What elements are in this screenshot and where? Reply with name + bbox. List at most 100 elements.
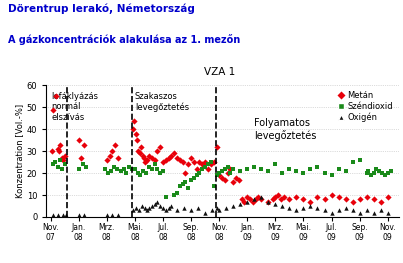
Point <box>364 195 370 199</box>
Point <box>151 202 158 206</box>
Point <box>141 156 147 160</box>
Point <box>224 171 231 175</box>
Point <box>154 149 160 153</box>
Point <box>214 173 220 178</box>
Point <box>307 204 314 208</box>
Point <box>61 162 68 166</box>
Point <box>177 158 183 162</box>
Point <box>174 191 180 195</box>
Point <box>252 197 259 201</box>
Point <box>162 195 169 199</box>
Point <box>223 206 229 210</box>
Text: Szakaszos
levegőztetés: Szakaszos levegőztetés <box>135 92 189 112</box>
Point <box>49 149 55 153</box>
Point <box>145 154 152 158</box>
Point <box>160 160 166 164</box>
Point <box>219 175 225 180</box>
Point <box>279 204 286 208</box>
Point <box>272 202 278 206</box>
Point <box>58 167 65 171</box>
Point <box>129 127 136 132</box>
Legend: Metán, Széndioxid, Oxigén: Metán, Széndioxid, Oxigén <box>335 90 395 124</box>
Point <box>56 158 63 162</box>
Point <box>286 206 293 210</box>
Point <box>364 171 370 175</box>
Point <box>130 208 137 213</box>
Point <box>370 171 377 175</box>
Point <box>148 156 155 160</box>
Point <box>75 167 82 171</box>
Point <box>60 158 66 162</box>
Point <box>154 167 160 171</box>
Point <box>258 197 264 201</box>
Point <box>160 169 166 173</box>
Point <box>81 213 87 217</box>
Point <box>185 162 191 166</box>
Point <box>205 167 211 171</box>
Point <box>143 158 150 162</box>
Point <box>181 206 187 210</box>
Point <box>62 154 69 158</box>
Point <box>379 171 385 175</box>
Point <box>205 162 211 166</box>
Point <box>83 164 89 169</box>
Point <box>199 167 206 171</box>
Point <box>162 208 169 213</box>
Point <box>182 171 189 175</box>
Point <box>300 197 307 201</box>
Point <box>208 160 214 164</box>
Point <box>202 160 208 164</box>
Point <box>307 167 314 171</box>
Text: A gázkoncentrációk alakulása az 1. mezőn: A gázkoncentrációk alakulása az 1. mezőn <box>8 34 240 45</box>
Point <box>300 171 307 175</box>
Point <box>343 169 349 173</box>
Text: lefáklyázás
normál
elszívás: lefáklyázás normál elszívás <box>51 92 98 122</box>
Point <box>138 145 144 149</box>
Point <box>106 154 113 158</box>
Point <box>364 208 370 213</box>
Point <box>115 213 121 217</box>
Point <box>255 195 262 199</box>
Point <box>137 173 144 178</box>
Point <box>328 210 335 215</box>
Point <box>115 156 121 160</box>
Point <box>328 193 335 197</box>
Point <box>202 164 208 169</box>
Point <box>191 175 197 180</box>
Point <box>219 169 225 173</box>
Point <box>382 173 388 178</box>
Point <box>81 143 87 147</box>
Point <box>182 180 189 184</box>
Point <box>258 195 264 199</box>
Point <box>244 195 251 199</box>
Point <box>265 200 272 204</box>
Point <box>171 193 177 197</box>
Point <box>237 169 243 173</box>
Point <box>227 171 234 175</box>
Point <box>343 206 349 210</box>
Point <box>193 167 200 171</box>
Point <box>131 118 137 123</box>
Point <box>209 208 215 213</box>
Point <box>133 206 139 210</box>
Point <box>109 213 116 217</box>
Point <box>216 208 222 213</box>
Point <box>280 195 287 199</box>
Point <box>104 158 110 162</box>
Point <box>384 171 391 175</box>
Point <box>349 208 356 213</box>
Point <box>335 195 342 199</box>
Point <box>314 206 321 210</box>
Point <box>378 208 384 213</box>
Point <box>120 167 127 171</box>
Point <box>54 213 61 217</box>
Point <box>148 167 155 171</box>
Point <box>214 145 220 149</box>
Point <box>139 154 146 158</box>
Point <box>132 132 139 136</box>
Point <box>165 206 172 210</box>
Point <box>157 145 163 149</box>
Point <box>154 200 160 204</box>
Point <box>370 197 377 201</box>
Point <box>249 200 256 204</box>
